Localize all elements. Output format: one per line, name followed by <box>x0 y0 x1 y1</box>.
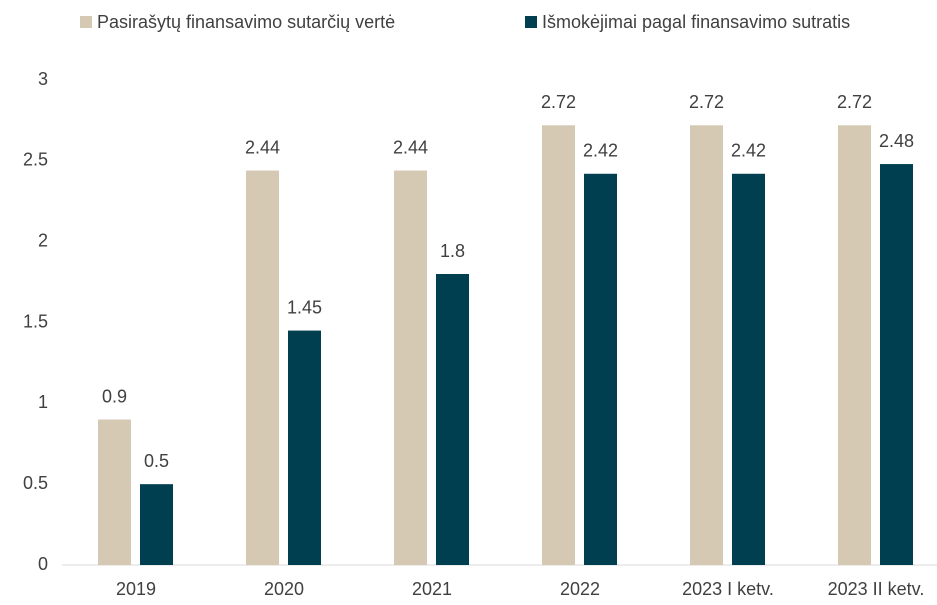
data-label: 2.72 <box>689 92 724 112</box>
data-label: 2.72 <box>837 92 872 112</box>
bar <box>288 330 321 565</box>
data-label: 2.42 <box>583 141 618 161</box>
x-tick-label: 2019 <box>116 579 156 599</box>
data-label: 2.48 <box>879 131 914 151</box>
bar <box>838 125 871 566</box>
x-tick-label: 2020 <box>264 579 304 599</box>
bar <box>140 484 173 565</box>
bar <box>436 274 469 565</box>
data-label: 2.44 <box>245 137 280 157</box>
data-label: 1.45 <box>287 297 322 317</box>
data-label: 1.8 <box>440 241 465 261</box>
x-tick-label: 2022 <box>560 579 600 599</box>
bar <box>732 173 765 565</box>
legend-swatch <box>525 16 537 28</box>
bar <box>690 125 723 566</box>
y-tick-label: 2 <box>38 230 48 250</box>
bar <box>584 173 617 565</box>
y-tick-label: 1.5 <box>23 311 48 331</box>
y-tick-label: 3 <box>38 69 48 89</box>
bar <box>394 170 427 566</box>
data-label: 2.72 <box>541 92 576 112</box>
legend-swatch <box>80 16 92 28</box>
legend-label: Pasirašytų finansavimo sutarčių vertė <box>97 12 395 32</box>
x-tick-label: 2023 II ketv. <box>828 579 925 599</box>
bar <box>542 125 575 566</box>
x-tick-label: 2023 I ketv. <box>682 579 774 599</box>
y-tick-label: 0 <box>38 554 48 574</box>
bar <box>246 170 279 566</box>
data-label: 2.44 <box>393 137 428 157</box>
y-tick-label: 0.5 <box>23 473 48 493</box>
data-label: 0.9 <box>102 386 127 406</box>
data-label: 2.42 <box>731 141 766 161</box>
bar <box>98 419 131 565</box>
y-tick-label: 1 <box>38 392 48 412</box>
data-label: 0.5 <box>144 451 169 471</box>
bar <box>880 164 913 566</box>
x-tick-label: 2021 <box>412 579 452 599</box>
y-tick-label: 2.5 <box>23 150 48 170</box>
legend-label: Išmokėjimai pagal finansavimo sutratis <box>542 12 850 32</box>
